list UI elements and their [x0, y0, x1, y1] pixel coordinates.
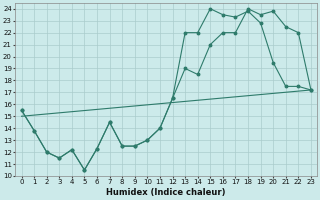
X-axis label: Humidex (Indice chaleur): Humidex (Indice chaleur) [107, 188, 226, 197]
